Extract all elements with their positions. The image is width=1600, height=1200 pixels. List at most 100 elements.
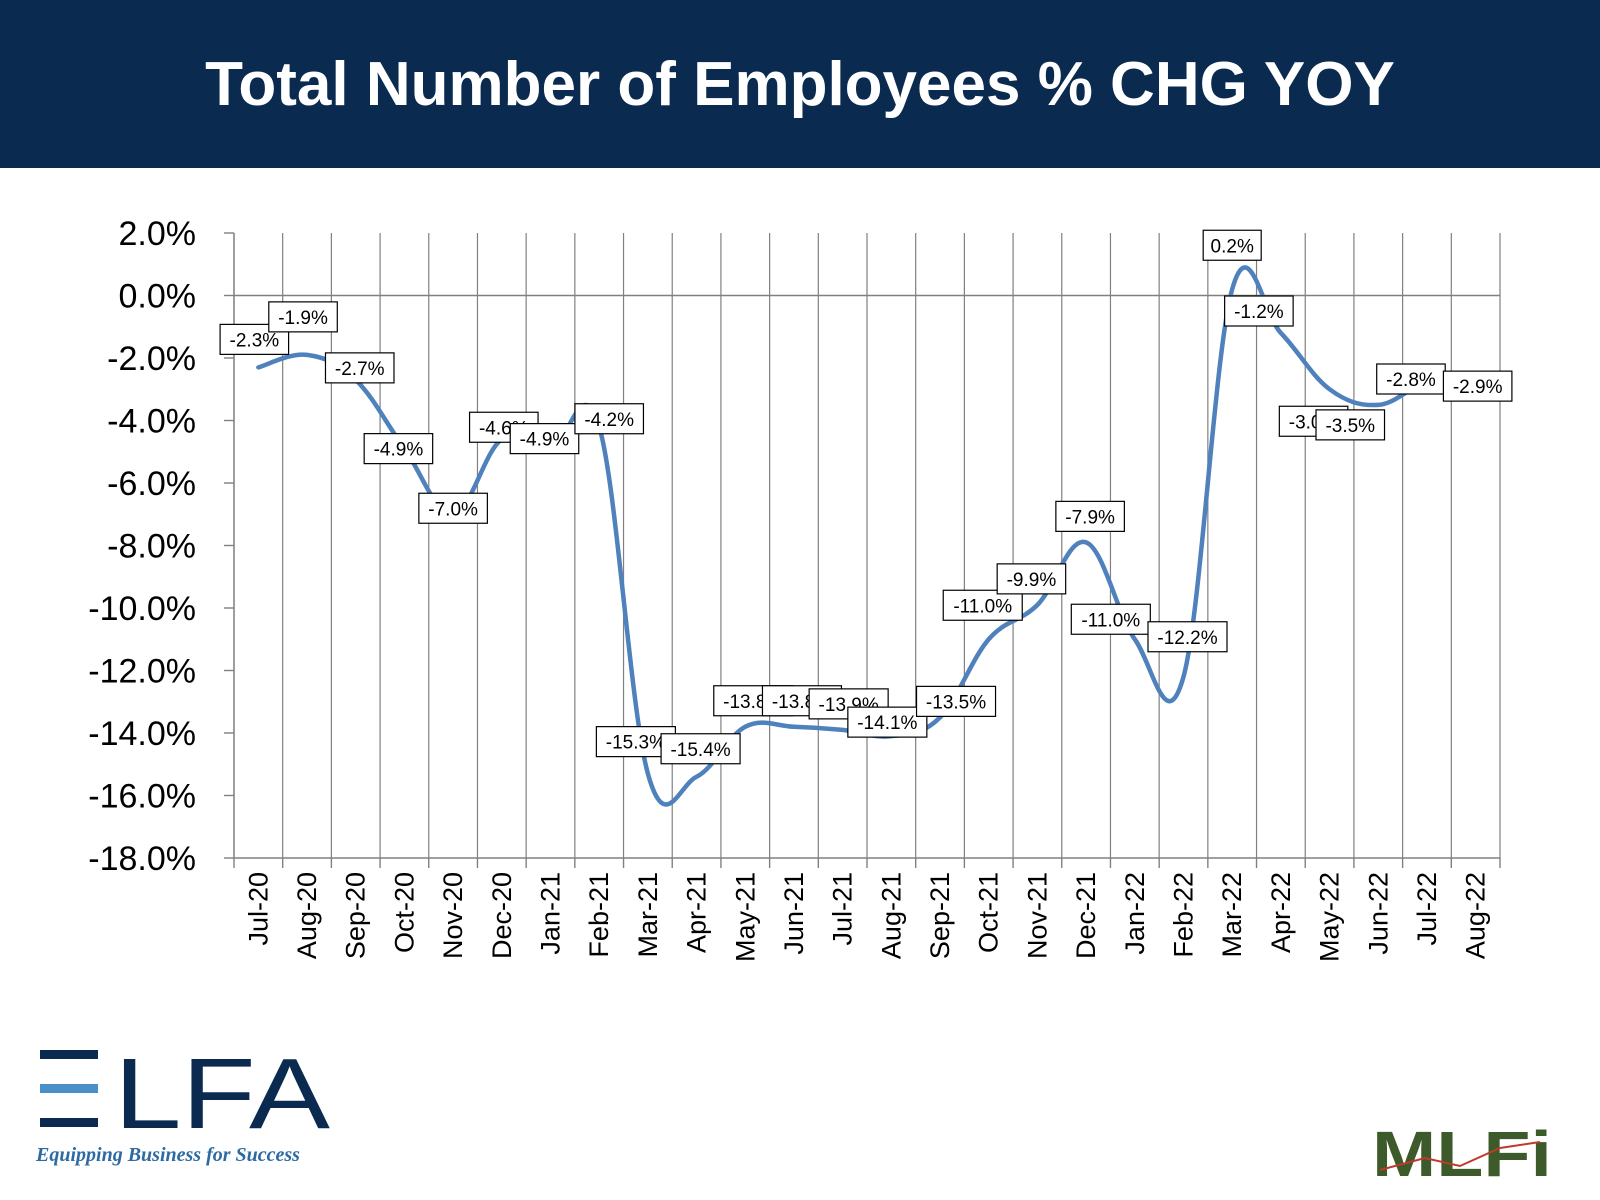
data-label: -11.0% <box>1070 603 1151 635</box>
data-label-box <box>268 301 338 333</box>
elfa-bar-bottom <box>40 1118 98 1127</box>
mlfi-logo: MLFi <box>1372 1120 1552 1184</box>
elfa-bar-middle <box>40 1084 98 1093</box>
data-label-text: -2.8% <box>1386 370 1436 391</box>
y-tick-label: -14.0% <box>88 715 196 753</box>
y-tick-label: -16.0% <box>88 778 196 816</box>
x-tick-label: Jun-21 <box>779 872 809 955</box>
x-tick-label: Feb-21 <box>584 872 614 958</box>
data-label-box <box>847 706 928 738</box>
data-label-text: -4.9% <box>520 430 570 451</box>
y-tick-label: -18.0% <box>88 840 196 878</box>
data-label-text: -13.5% <box>926 692 986 713</box>
data-label: -3.5% <box>1315 409 1386 441</box>
x-tick-label: Oct-20 <box>389 872 419 953</box>
x-tick-label: Feb-22 <box>1169 872 1199 958</box>
data-label-box <box>942 589 1023 621</box>
x-tick-label: Nov-20 <box>438 872 468 959</box>
y-tick-labels: 2.0% 0.0% -2.0% -4.0% -6.0% -8.0% -10.0% -12.0%… <box>88 215 196 878</box>
y-tick-label: -10.0% <box>88 590 196 628</box>
data-label-text: -4.9% <box>374 440 424 461</box>
y-tick-label: 0.0% <box>119 278 197 316</box>
x-tick-label: Apr-22 <box>1266 872 1296 953</box>
x-tick-label: Dec-20 <box>487 872 517 959</box>
x-tick-label: Aug-22 <box>1461 872 1491 959</box>
data-labels: -2.3%-1.9%-2.7%-4.9%-7.0%-4.6%-4.9%-4.2%… <box>219 229 1513 765</box>
data-label-box <box>1442 370 1513 402</box>
data-label: -9.9% <box>996 563 1067 595</box>
data-label-text: -2.9% <box>1453 377 1503 398</box>
data-label-box <box>509 423 580 455</box>
data-label-text: -14.1% <box>857 713 917 734</box>
data-label-box <box>324 352 395 384</box>
x-tick-label: Sep-21 <box>925 872 955 959</box>
data-label-box <box>1055 500 1125 532</box>
data-label-box <box>418 492 488 524</box>
data-label-box <box>1376 363 1446 395</box>
x-tick-label: May-22 <box>1315 872 1345 962</box>
data-label-box <box>1224 295 1294 327</box>
header-banner: Total Number of Employees % CHG YOY <box>0 0 1600 168</box>
x-tick-label: Apr-21 <box>682 872 712 953</box>
data-label-box <box>1147 621 1228 653</box>
data-label: -13.5% <box>915 685 997 717</box>
elfa-tagline: Equipping Business for Success <box>36 1144 300 1166</box>
x-tick-label: Jul-21 <box>828 872 858 946</box>
data-label: -15.4% <box>660 733 741 765</box>
x-tick-label: Aug-21 <box>876 872 906 959</box>
y-tick-label: -8.0% <box>107 528 196 566</box>
data-label: 0.2% <box>1202 229 1262 261</box>
data-label-text: -1.2% <box>1234 302 1284 323</box>
x-tick-label: Mar-22 <box>1217 872 1247 958</box>
elfa-wordmark: LFA <box>114 1046 330 1136</box>
x-tick-label: Mar-21 <box>633 872 663 958</box>
x-tick-label: Jan-21 <box>536 872 566 955</box>
data-label: -7.9% <box>1055 500 1125 532</box>
data-label: -12.2% <box>1147 621 1228 653</box>
x-tick-label: Jan-22 <box>1120 872 1150 955</box>
data-label-text: -11.0% <box>953 596 1012 617</box>
data-label-box <box>574 403 645 435</box>
axes <box>224 232 1501 868</box>
y-tick-label: -2.0% <box>107 340 196 378</box>
data-label: -4.9% <box>363 433 434 465</box>
data-label: -14.1% <box>847 706 928 738</box>
data-label-box <box>996 563 1067 595</box>
data-label-text: -15.4% <box>670 740 730 761</box>
data-label: -7.0% <box>418 492 488 524</box>
data-label: -13.9% <box>808 688 889 720</box>
page-title: Total Number of Employees % CHG YOY <box>205 49 1395 119</box>
data-label-text: -4.2% <box>584 410 634 431</box>
elfa-bar-top <box>40 1050 98 1059</box>
data-label-box <box>1070 603 1151 635</box>
mlfi-wordmark: MLFi <box>1372 1120 1552 1184</box>
data-label: -4.9% <box>509 423 580 455</box>
data-label-text: -3.5% <box>1325 416 1375 437</box>
y-tick-label: -12.0% <box>88 653 196 691</box>
data-label-box <box>1315 409 1386 441</box>
x-tick-label: Jul-20 <box>243 872 273 946</box>
data-label-text: -2.7% <box>335 359 385 380</box>
x-tick-label: Oct-21 <box>974 872 1004 953</box>
x-tick-label: Jun-22 <box>1363 872 1393 955</box>
data-label-box <box>1202 229 1262 261</box>
data-label-box <box>915 685 997 717</box>
y-tick-label: -6.0% <box>107 465 196 503</box>
data-label-text: -1.9% <box>278 308 328 329</box>
x-tick-label: Sep-20 <box>341 872 371 959</box>
data-label-text: -12.2% <box>1157 628 1217 649</box>
data-label-text: -7.9% <box>1065 507 1115 528</box>
x-tick-label: Nov-21 <box>1022 872 1052 959</box>
data-label-box <box>660 733 741 765</box>
data-label-text: 0.2% <box>1211 236 1254 257</box>
data-label: -2.9% <box>1442 370 1513 402</box>
line-chart: 2.0% 0.0% -2.0% -4.0% -6.0% -8.0% -10.0% -12.0%… <box>88 215 1513 962</box>
x-tick-label: May-21 <box>730 872 760 962</box>
data-label-text: -7.0% <box>428 499 478 520</box>
data-label: -11.0% <box>942 589 1023 621</box>
data-label: -4.2% <box>574 403 645 435</box>
elfa-logo: LFA <box>40 1046 330 1136</box>
y-tick-label: -4.0% <box>107 403 196 441</box>
data-label: -2.8% <box>1376 363 1446 395</box>
data-label: -1.9% <box>268 301 338 333</box>
